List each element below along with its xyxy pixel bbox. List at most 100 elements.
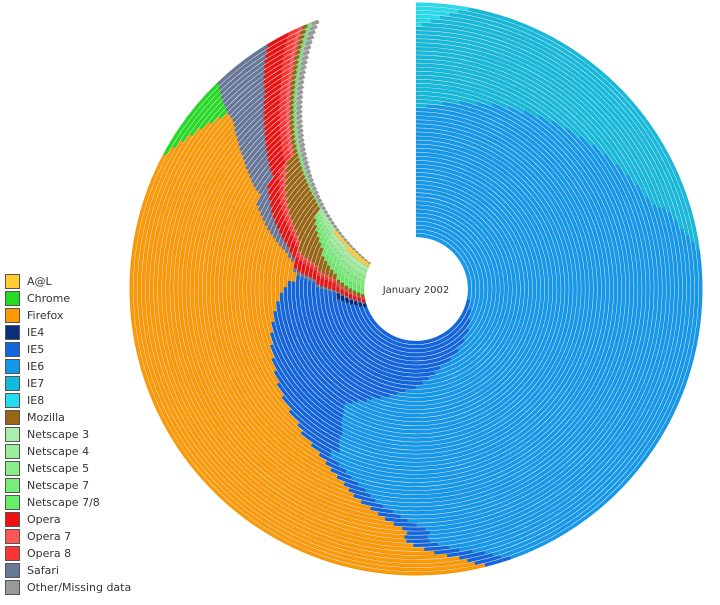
ring-segment bbox=[298, 155, 303, 160]
legend-swatch bbox=[5, 342, 20, 357]
ring-segment bbox=[327, 288, 332, 292]
ring-segment bbox=[284, 107, 291, 114]
ring-segment bbox=[291, 41, 299, 48]
legend-item[interactable]: Opera 7 bbox=[5, 528, 131, 545]
ring-segment bbox=[273, 209, 284, 225]
legend-item[interactable]: IE6 bbox=[5, 358, 131, 375]
ring-segment bbox=[292, 94, 296, 99]
legend-label: IE4 bbox=[27, 326, 45, 339]
ring-segment bbox=[340, 289, 345, 295]
ring-segment bbox=[305, 176, 309, 181]
ring-segment bbox=[262, 104, 281, 121]
legend-item[interactable]: IE8 bbox=[5, 392, 131, 409]
ring-segment bbox=[297, 77, 301, 82]
ring-segment bbox=[336, 291, 341, 294]
ring-segment bbox=[415, 99, 444, 106]
ring-segment bbox=[321, 205, 327, 211]
ring-segment bbox=[312, 270, 318, 280]
legend-item[interactable]: Netscape 4 bbox=[5, 443, 131, 460]
ring-segment bbox=[333, 267, 339, 275]
ring-segment bbox=[321, 224, 327, 231]
legend-item[interactable]: Other/Missing data bbox=[5, 579, 131, 596]
ring-segment bbox=[277, 173, 285, 182]
ring-segment bbox=[310, 189, 314, 193]
ring-segment bbox=[357, 300, 362, 304]
legend-item[interactable]: Opera 8 bbox=[5, 545, 131, 562]
ring-segment bbox=[271, 203, 283, 220]
ring-segment bbox=[384, 516, 408, 523]
legend-item[interactable]: A@L bbox=[5, 273, 131, 290]
ring-segment bbox=[307, 276, 313, 281]
ring-segment bbox=[269, 344, 343, 427]
ring-segment bbox=[330, 263, 336, 271]
ring-segment bbox=[299, 64, 307, 72]
ring-segment bbox=[292, 123, 296, 128]
ring-segment bbox=[331, 283, 337, 291]
ring-segment bbox=[336, 287, 340, 292]
ring-segment bbox=[283, 256, 292, 288]
legend-item[interactable]: IE4 bbox=[5, 324, 131, 341]
legend-item[interactable]: Firefox bbox=[5, 307, 131, 324]
legend-swatch bbox=[5, 529, 20, 544]
ring-segment bbox=[295, 102, 299, 107]
ring-segment bbox=[339, 248, 346, 257]
legend-item[interactable]: Safari bbox=[5, 562, 131, 579]
ring-segment bbox=[340, 288, 344, 291]
legend-label: Firefox bbox=[27, 309, 64, 322]
ring-segment bbox=[352, 293, 357, 296]
legend-item[interactable]: Mozilla bbox=[5, 409, 131, 426]
ring-segment bbox=[286, 136, 293, 144]
ring-segment bbox=[340, 276, 345, 284]
ring-segment bbox=[283, 230, 292, 244]
legend-item[interactable]: Netscape 5 bbox=[5, 460, 131, 477]
ring-segment bbox=[294, 97, 298, 102]
ring-segment bbox=[323, 244, 330, 253]
ring-segment bbox=[292, 104, 296, 109]
ring-segment bbox=[296, 68, 300, 73]
legend-swatch bbox=[5, 325, 20, 340]
ring-segment bbox=[244, 143, 268, 171]
ring-segment bbox=[336, 474, 359, 487]
ring-segment bbox=[325, 233, 332, 240]
ring-segment bbox=[266, 216, 276, 231]
ring-segment bbox=[401, 526, 426, 532]
ring-segment bbox=[344, 242, 350, 248]
ring-segment bbox=[219, 55, 267, 95]
ring-segment bbox=[299, 276, 382, 400]
ring-segment bbox=[292, 118, 297, 123]
ring-segment bbox=[296, 64, 300, 69]
ring-segment bbox=[323, 209, 329, 215]
ring-segment bbox=[278, 125, 288, 134]
ring-segment bbox=[499, 241, 699, 559]
ring-segment bbox=[415, 63, 583, 139]
ring-segment bbox=[293, 138, 298, 143]
ring-segment bbox=[299, 62, 303, 67]
ring-segment bbox=[348, 282, 353, 289]
ring-segment bbox=[297, 150, 302, 155]
ring-segment bbox=[295, 142, 299, 147]
ring-segment bbox=[291, 143, 298, 150]
legend-item[interactable]: Netscape 7/8 bbox=[5, 494, 131, 511]
legend-item[interactable]: Chrome bbox=[5, 290, 131, 307]
legend-label: Other/Missing data bbox=[27, 581, 132, 594]
ring-segment bbox=[285, 152, 300, 166]
ring-segment bbox=[297, 74, 306, 82]
ring-segment bbox=[202, 162, 350, 492]
ring-segment bbox=[270, 159, 287, 177]
ring-segment bbox=[343, 237, 348, 242]
legend-item[interactable]: Netscape 3 bbox=[5, 426, 131, 443]
ring-segment bbox=[288, 104, 295, 111]
ring-segment bbox=[306, 34, 315, 42]
ring-segment bbox=[282, 162, 289, 170]
legend-item[interactable]: IE5 bbox=[5, 341, 131, 358]
ring-segment bbox=[296, 274, 301, 276]
ring-segment bbox=[284, 169, 305, 193]
ring-segment bbox=[356, 286, 361, 293]
legend-item[interactable]: Opera bbox=[5, 511, 131, 528]
legend-item[interactable]: Netscape 7 bbox=[5, 477, 131, 494]
legend-item[interactable]: IE7 bbox=[5, 375, 131, 392]
ring-segment bbox=[281, 149, 291, 159]
ring-segment bbox=[287, 71, 294, 78]
ring-segment bbox=[295, 97, 299, 102]
ring-segment bbox=[294, 31, 302, 38]
